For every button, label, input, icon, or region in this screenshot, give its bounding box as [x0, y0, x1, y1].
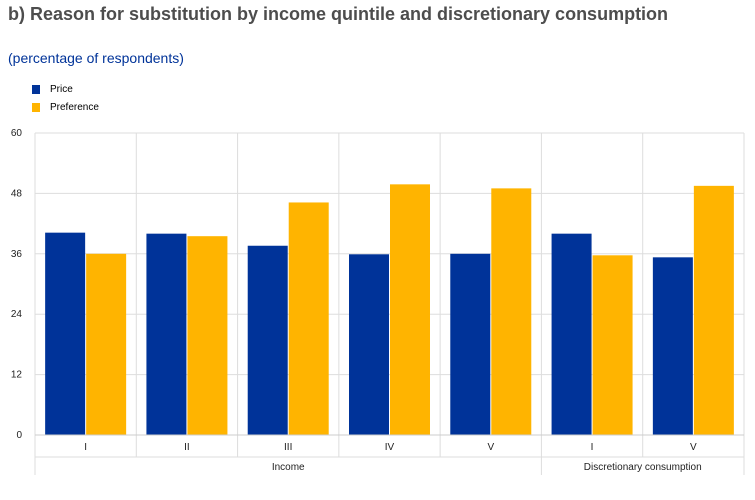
x-tick-label: V	[690, 442, 697, 453]
y-tick-label: 60	[11, 128, 23, 139]
bar-preference	[86, 253, 127, 435]
group-label: Discretionary consumption	[584, 462, 702, 473]
bar-price	[551, 233, 592, 435]
chart-subtitle: (percentage of respondents)	[8, 50, 184, 66]
chart-title: b) Reason for substitution by income qui…	[8, 4, 669, 24]
legend: Price Preference	[32, 80, 99, 116]
x-tick-label: I	[84, 442, 87, 453]
bar-price	[652, 257, 693, 435]
legend-swatch-price	[32, 84, 40, 94]
y-tick-label: 36	[11, 249, 23, 260]
legend-item-preference: Preference	[32, 98, 99, 116]
group-label: Income	[272, 462, 305, 473]
legend-label-preference: Preference	[50, 101, 99, 113]
bar-price	[450, 253, 491, 435]
bar-preference	[187, 236, 228, 435]
y-tick-label: 12	[11, 370, 23, 381]
bar-preference	[491, 188, 532, 435]
x-tick-label: V	[487, 442, 494, 453]
x-tick-label: III	[284, 442, 292, 453]
legend-label-price: Price	[50, 83, 73, 95]
x-tick-label: I	[591, 442, 594, 453]
y-tick-label: 0	[16, 430, 22, 441]
y-tick-label: 24	[11, 309, 23, 320]
bar-price	[45, 232, 86, 435]
bar-preference	[592, 255, 633, 435]
bar-price	[146, 233, 187, 435]
y-tick-label: 48	[11, 188, 23, 199]
bar-preference	[288, 202, 329, 435]
x-tick-label: IV	[385, 442, 395, 453]
bar-price	[247, 245, 288, 435]
bar-price	[349, 254, 389, 435]
bar-preference	[693, 185, 734, 435]
bar-preference	[390, 184, 430, 435]
legend-swatch-preference	[32, 102, 40, 112]
legend-item-price: Price	[32, 80, 99, 98]
x-tick-label: II	[184, 442, 190, 453]
